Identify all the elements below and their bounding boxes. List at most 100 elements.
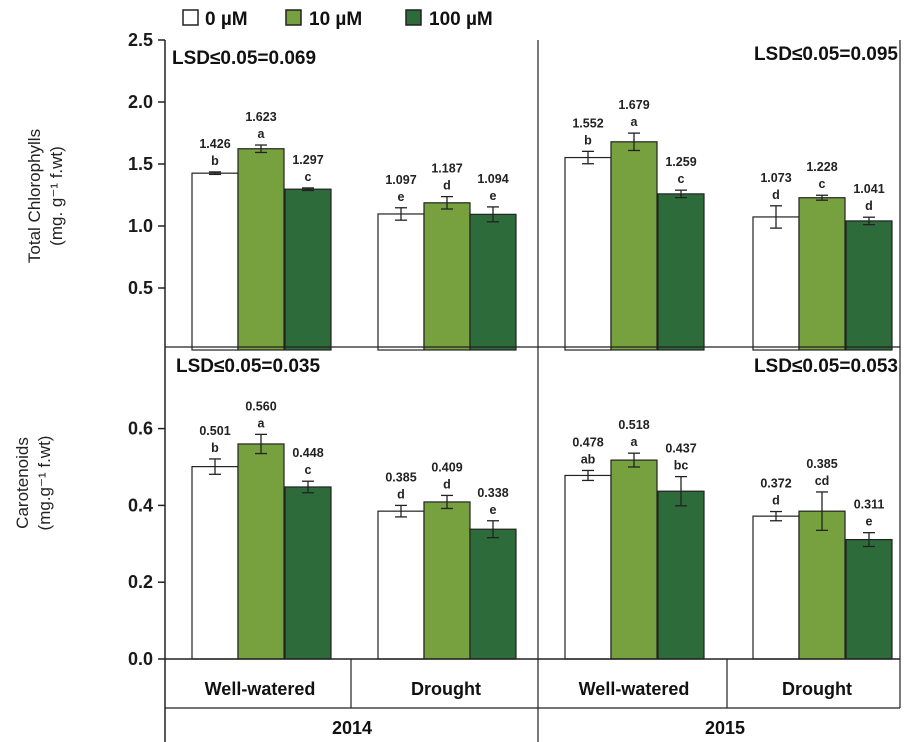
chlorophyll-value-label: 1.094 bbox=[477, 172, 508, 186]
chlorophyll-sig-letter: e bbox=[490, 189, 497, 203]
carotenoids-bar-drought-2015-10uM bbox=[798, 510, 846, 660]
chlorophyll-value-label: 1.097 bbox=[385, 173, 416, 187]
carotenoids-value-label: 0.478 bbox=[572, 435, 603, 449]
carotenoids-bar-drought-2015-100uM bbox=[845, 538, 893, 660]
carotenoids-sig-letter: d bbox=[772, 494, 780, 508]
carotenoids-value-label: 0.311 bbox=[854, 498, 885, 512]
chlorophyll-value-label: 1.297 bbox=[292, 153, 323, 167]
carotenoids-value-label: 0.338 bbox=[477, 486, 508, 500]
chlorophyll-bar-drought-2014-100uM bbox=[469, 213, 517, 351]
carotenoids-sig-letter: a bbox=[258, 416, 266, 430]
chlorophyll-sig-letter: d bbox=[865, 199, 873, 213]
carotenoids-sig-letter: c bbox=[305, 463, 312, 477]
carotenoids-sig-letter: e bbox=[490, 503, 497, 517]
chlorophyll-value-label: 1.041 bbox=[853, 182, 884, 196]
chlorophyll-ytick-label: 2.5 bbox=[128, 30, 153, 50]
chlorophyll-sig-letter: d bbox=[772, 188, 780, 202]
legend-swatch-0uM bbox=[182, 9, 199, 26]
chlorophyll-sig-letter: a bbox=[631, 115, 639, 129]
chlorophyll-sig-letter: c bbox=[678, 172, 685, 186]
carotenoids-ylabel-line1: Carotenoids bbox=[13, 437, 32, 529]
carotenoids-bar-well-watered-2014-0uM bbox=[191, 466, 239, 660]
chlorophyll-value-label: 1.187 bbox=[431, 162, 462, 176]
category-label-drought-2015: Drought bbox=[782, 679, 852, 699]
chlorophyll-value-label: 1.623 bbox=[245, 110, 276, 124]
year-label-2015: 2015 bbox=[705, 718, 745, 738]
x-axis-categories: Well-watered Drought Well-watered Drough… bbox=[205, 679, 852, 738]
chlorophyll-sig-letter: c bbox=[305, 170, 312, 184]
chlorophyll-sig-letter: e bbox=[398, 190, 405, 204]
chlorophyll-sig-letter: a bbox=[258, 127, 266, 141]
chlorophyll-bar-drought-2014-0uM bbox=[377, 213, 425, 351]
chlorophyll-ytick-label: 0.5 bbox=[128, 278, 153, 298]
legend-label-100uM: 100 µM bbox=[429, 9, 493, 30]
carotenoids-ytick-label: 0.0 bbox=[128, 649, 153, 669]
carotenoids-sig-letter: d bbox=[443, 477, 451, 491]
chlorophyll-lsd-2014: LSD≤0.05=0.069 bbox=[172, 48, 316, 69]
carotenoids-sig-letter: bc bbox=[674, 459, 689, 473]
carotenoids-ytick-label: 0.4 bbox=[128, 495, 153, 515]
carotenoids-sig-letter: ab bbox=[581, 452, 596, 466]
chlorophyll-value-label: 1.426 bbox=[199, 137, 230, 151]
category-label-well-watered-2014: Well-watered bbox=[205, 679, 316, 699]
carotenoids-sig-letter: cd bbox=[815, 474, 830, 488]
carotenoids-value-label: 0.518 bbox=[618, 418, 649, 432]
carotenoids-bar-well-watered-2015-100uM bbox=[657, 490, 705, 660]
legend-swatch-10uM bbox=[285, 9, 302, 26]
carotenoids-bar-well-watered-2015-0uM bbox=[564, 474, 612, 660]
legend: 0 µM 10 µM 100 µM bbox=[182, 9, 493, 30]
chlorophyll-ylabel-line2: (mg. g⁻¹ f.wt) bbox=[47, 146, 66, 246]
carotenoids-sig-letter: a bbox=[631, 435, 639, 449]
chlorophyll-bar-well-watered-2014-100uM bbox=[284, 188, 332, 351]
carotenoids-bar-well-watered-2014-100uM bbox=[284, 486, 332, 660]
carotenoids-lsd-2014: LSD≤0.05=0.035 bbox=[176, 356, 320, 377]
carotenoids-value-label: 0.560 bbox=[245, 399, 276, 413]
chlorophyll-panel: Total Chlorophylls (mg. g⁻¹ f.wt) LSD≤0.… bbox=[25, 30, 901, 351]
carotenoids-bar-well-watered-2014-10uM bbox=[237, 443, 285, 660]
chlorophyll-ytick-label: 1.0 bbox=[128, 216, 153, 236]
carotenoids-bar-drought-2014-10uM bbox=[423, 501, 471, 660]
carotenoids-value-label: 0.448 bbox=[292, 446, 323, 460]
chlorophyll-value-label: 1.259 bbox=[665, 155, 696, 169]
chlorophyll-ytick-label: 2.0 bbox=[128, 92, 153, 112]
chlorophyll-value-label: 1.228 bbox=[806, 160, 837, 174]
chlorophyll-sig-letter: b bbox=[211, 154, 219, 168]
carotenoids-sig-letter: d bbox=[397, 487, 405, 501]
carotenoids-value-label: 0.385 bbox=[806, 457, 837, 471]
carotenoids-bar-well-watered-2015-10uM bbox=[610, 459, 658, 660]
chlorophyll-bar-drought-2015-0uM bbox=[752, 216, 800, 351]
carotenoids-panel: Carotenoids (mg.g⁻¹ f.wt) LSD≤0.05=0.035… bbox=[13, 347, 901, 669]
chlorophyll-bar-drought-2014-10uM bbox=[423, 202, 471, 351]
carotenoids-value-label: 0.372 bbox=[760, 477, 791, 491]
carotenoids-sig-letter: b bbox=[211, 441, 219, 455]
legend-label-0uM: 0 µM bbox=[205, 9, 248, 30]
chlorophyll-value-label: 1.679 bbox=[618, 98, 649, 112]
chlorophyll-bar-well-watered-2014-10uM bbox=[237, 148, 285, 351]
chlorophyll-bar-drought-2015-10uM bbox=[798, 197, 846, 351]
chlorophyll-ytick-label: 1.5 bbox=[128, 154, 153, 174]
year-label-2014: 2014 bbox=[332, 718, 372, 738]
carotenoids-value-label: 0.437 bbox=[665, 442, 696, 456]
legend-label-10uM: 10 µM bbox=[309, 9, 362, 30]
chlorophyll-bar-well-watered-2015-0uM bbox=[564, 156, 612, 351]
chlorophyll-value-label: 1.552 bbox=[572, 116, 603, 130]
chlorophyll-sig-letter: d bbox=[443, 179, 451, 193]
carotenoids-ytick-label: 0.6 bbox=[128, 419, 153, 439]
carotenoids-value-label: 0.409 bbox=[431, 460, 462, 474]
carotenoids-value-label: 0.385 bbox=[385, 470, 416, 484]
carotenoids-ytick-label: 0.2 bbox=[128, 572, 153, 592]
carotenoids-bar-drought-2015-0uM bbox=[752, 515, 800, 660]
chlorophyll-ylabel-line1: Total Chlorophylls bbox=[25, 129, 44, 263]
carotenoids-bar-drought-2014-100uM bbox=[469, 528, 517, 660]
chlorophyll-bar-well-watered-2015-100uM bbox=[657, 193, 705, 351]
category-label-well-watered-2015: Well-watered bbox=[579, 679, 690, 699]
chlorophyll-sig-letter: b bbox=[584, 133, 592, 147]
chlorophyll-value-label: 1.073 bbox=[760, 171, 791, 185]
carotenoids-bar-drought-2014-0uM bbox=[377, 510, 425, 660]
carotenoids-lsd-2015: LSD≤0.05=0.053 bbox=[754, 356, 898, 377]
chlorophyll-sig-letter: c bbox=[819, 177, 826, 191]
chlorophyll-bar-well-watered-2015-10uM bbox=[610, 141, 658, 351]
chlorophyll-bar-drought-2015-100uM bbox=[845, 220, 893, 351]
chlorophyll-bar-well-watered-2014-0uM bbox=[191, 172, 239, 351]
